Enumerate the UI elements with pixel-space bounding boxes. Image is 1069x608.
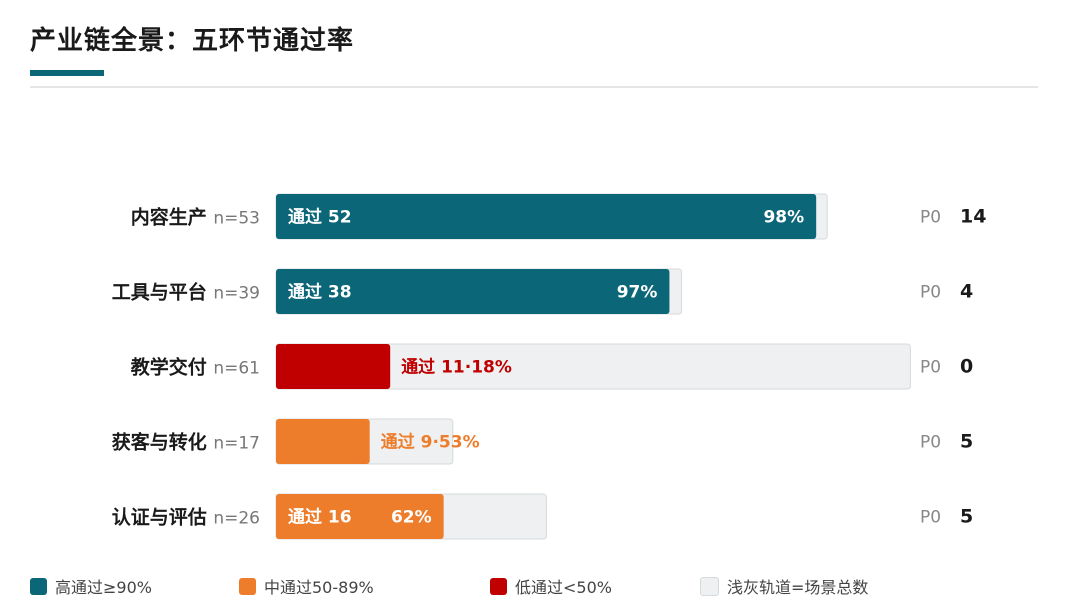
legend-label-mid: 中通过50-89% (264, 578, 374, 597)
bar-fill (276, 419, 370, 464)
legend-item-high: 高通过≥90% (30, 574, 152, 598)
legend-swatch-track (700, 576, 719, 596)
title-accent-bar (30, 70, 104, 76)
legend-item-mid: 中通过50-89% (239, 574, 374, 598)
title-divider (30, 86, 1038, 88)
row-n-label: n=39 (213, 284, 260, 304)
row-n-label: n=17 (213, 434, 260, 454)
legend-label-track: 浅灰轨道=场景总数 (727, 578, 869, 597)
bar-fill (276, 194, 817, 239)
bar-fill (276, 494, 444, 539)
bar-fill (276, 344, 391, 389)
p0-value: 5 (960, 506, 973, 528)
row-label: 获客与转化 n=17 (112, 431, 260, 454)
page-title: 产业链全景：五环节通过率 (30, 26, 355, 56)
bar-fill (276, 269, 670, 314)
p0-label: P0 (920, 283, 941, 303)
p0-value: 5 (960, 431, 973, 453)
legend-swatch-high (30, 577, 47, 595)
bar-rate-label: 98% (763, 208, 804, 228)
row-category: 内容生产 (131, 206, 214, 229)
row-label: 教学交付 n=61 (131, 356, 260, 379)
bar-pass-label: 通过 9·53% (381, 433, 480, 453)
row-n-label: n=61 (213, 359, 260, 379)
legend-swatch-low (490, 577, 507, 595)
row-label: 工具与平台 n=39 (112, 281, 260, 304)
row-label: 内容生产 n=53 (131, 206, 260, 229)
p0-label: P0 (920, 508, 941, 528)
legend-label-high: 高通过≥90% (55, 578, 152, 597)
bar-rate-label: 97% (617, 283, 658, 303)
p0-value: 0 (960, 356, 973, 378)
bar-pass-label: 通过 38 (288, 283, 352, 303)
bar-rate-label: 62% (391, 508, 432, 528)
legend-swatch-mid (239, 577, 256, 595)
row-n-label: n=53 (213, 209, 260, 229)
p0-label: P0 (920, 358, 941, 378)
row-category: 教学交付 (131, 356, 214, 379)
bar-pass-label: 通过 11·18% (401, 358, 512, 378)
row-category: 工具与平台 (112, 281, 214, 304)
p0-value: 14 (960, 206, 986, 228)
row-category: 获客与转化 (112, 431, 214, 454)
row-label: 认证与评估 n=26 (112, 506, 260, 529)
pass-rate-bar-chart: 内容生产 n=53 通过 52 98% P0 14 工具与平台 n=39 通过 38 97% P… (112, 193, 986, 540)
row-n-label: n=26 (213, 509, 260, 529)
p0-value: 4 (960, 281, 973, 303)
bar-pass-label: 通过 16 (288, 508, 352, 528)
bar-pass-label: 通过 52 (288, 208, 352, 228)
p0-label: P0 (920, 208, 941, 228)
row-category: 认证与评估 (112, 506, 214, 529)
p0-label: P0 (920, 433, 941, 453)
legend-label-low: 低通过<50% (515, 578, 612, 597)
legend-item-low: 低通过<50% (490, 574, 612, 598)
legend-item-track: 浅灰轨道=场景总数 (700, 574, 868, 598)
chart-legend: 高通过≥90% 中通过50-89% 低通过<50% 浅灰轨道=场景总数 (0, 574, 1069, 598)
